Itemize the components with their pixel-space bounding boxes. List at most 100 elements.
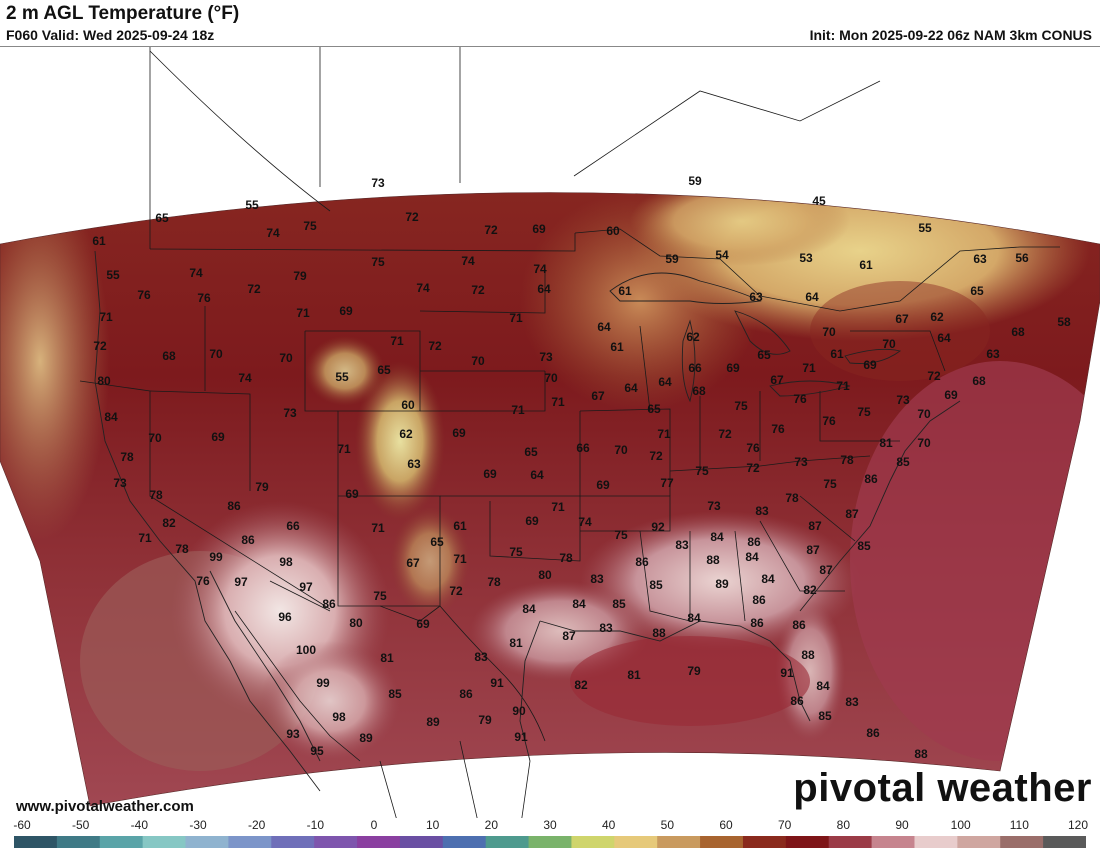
- temperature-label: 74: [461, 254, 475, 268]
- map-area[interactable]: 73 59 65 55 72 72 69 60 45 55 74 75 61 75 74 74 59 54 53 61…: [0, 46, 1100, 819]
- temperature-label: 86: [635, 555, 649, 569]
- temperature-label: 68: [1011, 325, 1025, 339]
- temperature-label: 59: [665, 252, 679, 266]
- temperature-label: 76: [196, 574, 210, 588]
- temperature-label: 69: [726, 361, 740, 375]
- temperature-label: 76: [771, 422, 785, 436]
- temperature-label: 71: [99, 310, 113, 324]
- colorbar-tick-label: 30: [543, 818, 557, 832]
- temperature-label: 76: [197, 291, 211, 305]
- temperature-label: 62: [399, 427, 413, 441]
- temperature-label: 74: [238, 371, 252, 385]
- temperature-label: 79: [255, 480, 269, 494]
- temperature-label: 72: [428, 339, 442, 353]
- temperature-label: 72: [718, 427, 732, 441]
- temperature-label: 85: [818, 709, 832, 723]
- temperature-label: 78: [120, 450, 134, 464]
- temperature-label: 55: [245, 198, 259, 212]
- temperature-label: 70: [279, 351, 293, 365]
- temperature-label: 61: [610, 340, 624, 354]
- temperature-label: 64: [937, 331, 951, 345]
- map-title: 2 m AGL Temperature (°F): [6, 3, 240, 24]
- colorbar-segment: [871, 836, 915, 848]
- colorbar-tick-label: -40: [130, 818, 148, 832]
- temperature-label: 84: [745, 550, 759, 564]
- temperature-label: 64: [805, 290, 819, 304]
- source-url: www.pivotalweather.com: [16, 798, 194, 815]
- temperature-label: 79: [293, 269, 307, 283]
- temperature-label: 98: [279, 555, 293, 569]
- temperature-label: 84: [104, 410, 118, 424]
- temperature-label: 80: [538, 568, 552, 582]
- temperature-label: 54: [715, 248, 729, 262]
- temperature-label: 68: [972, 374, 986, 388]
- temperature-label: 81: [879, 436, 893, 450]
- temperature-label: 87: [806, 543, 820, 557]
- temperature-label: 60: [606, 224, 620, 238]
- colorbar-tick-label: -30: [189, 818, 207, 832]
- temperature-label: 72: [927, 369, 941, 383]
- temperature-label: 80: [349, 616, 363, 630]
- temperature-label: 69: [452, 426, 466, 440]
- temperature-label: 78: [785, 491, 799, 505]
- colorbar-segment: [314, 836, 358, 848]
- temperature-label: 85: [388, 687, 402, 701]
- temperature-label: 74: [266, 226, 280, 240]
- temperature-label: 73: [707, 499, 721, 513]
- temperature-label: 66: [286, 519, 300, 533]
- temperature-label: 86: [322, 597, 336, 611]
- temperature-label: 53: [799, 251, 813, 265]
- temperature-label: 65: [524, 445, 538, 459]
- temperature-label: 63: [986, 347, 1000, 361]
- temperature-label: 87: [562, 629, 576, 643]
- temperature-label: 88: [914, 747, 928, 761]
- colorbar-segment: [742, 836, 787, 848]
- temperature-label: 45: [812, 194, 826, 208]
- temperature-label: 69: [339, 304, 353, 318]
- temperature-label: 69: [416, 617, 430, 631]
- temperature-label: 81: [627, 668, 641, 682]
- temperature-label: 85: [649, 578, 663, 592]
- temperature-label: 86: [750, 616, 764, 630]
- temperature-label: 71: [511, 403, 525, 417]
- colorbar-segment: [785, 836, 830, 848]
- temperature-label: 71: [551, 395, 565, 409]
- temperature-label: 79: [478, 713, 492, 727]
- temperature-label: 78: [840, 453, 854, 467]
- colorbar-segment: [828, 836, 873, 848]
- temperature-label: 69: [863, 358, 877, 372]
- temperature-label: 73: [113, 476, 127, 490]
- temperature-label: 71: [509, 311, 523, 325]
- temperature-label: 63: [407, 457, 421, 471]
- temperature-label: 65: [647, 402, 661, 416]
- temperature-label: 84: [710, 530, 724, 544]
- temperature-label: 88: [706, 553, 720, 567]
- temperature-label: 61: [618, 284, 632, 298]
- colorbar-tick-label: 80: [836, 818, 851, 832]
- colorbar-tick-label: 10: [425, 818, 440, 832]
- temperature-label: 71: [802, 361, 816, 375]
- colorbar-segment: [1043, 836, 1086, 848]
- colorbar-tick-label: 100: [950, 818, 971, 832]
- temperature-label: 91: [514, 730, 528, 744]
- colorbar-segment: [185, 836, 229, 848]
- colorbar-segment: [614, 836, 658, 848]
- temperature-label: 67: [406, 556, 420, 570]
- temperature-label: 74: [416, 281, 430, 295]
- temperature-label: 78: [175, 542, 189, 556]
- temperature-label: 86: [459, 687, 473, 701]
- colorbar-segment: [571, 836, 615, 848]
- colorbar-gradient: [14, 836, 1086, 848]
- colorbar-tick-label: 70: [777, 818, 792, 832]
- temperature-label: 86: [227, 499, 241, 513]
- temperature-label: 55: [106, 268, 120, 282]
- temperature-label: 88: [801, 648, 815, 662]
- temperature-label: 67: [591, 389, 605, 403]
- temperature-label: 62: [930, 310, 944, 324]
- temperature-label: 69: [345, 487, 359, 501]
- colorbar-segment: [56, 836, 101, 848]
- temperature-label: 75: [509, 545, 523, 559]
- temperature-label: 83: [845, 695, 859, 709]
